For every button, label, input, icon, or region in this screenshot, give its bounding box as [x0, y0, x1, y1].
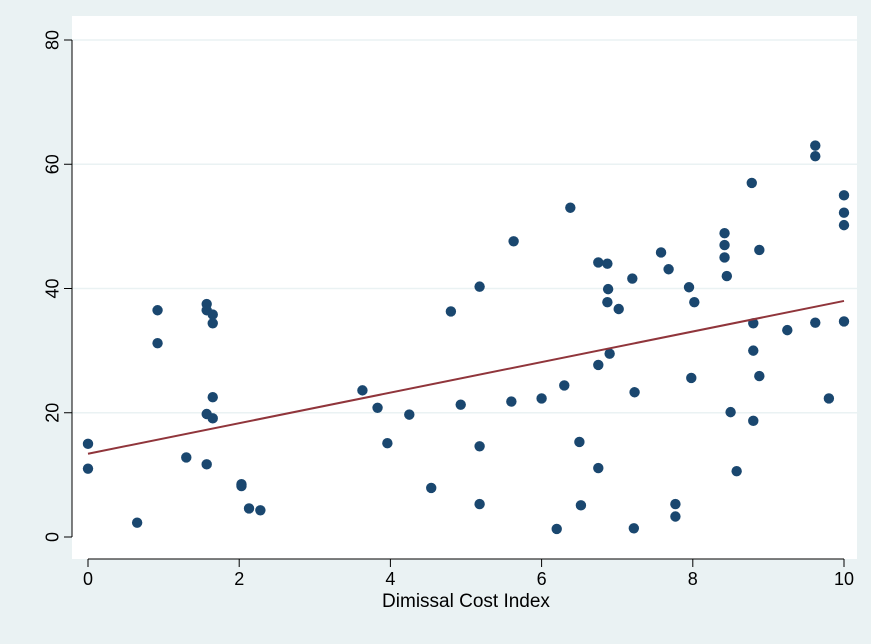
x-tick-label-4: 8 — [688, 569, 698, 589]
x-tick-label-5: 10 — [834, 569, 854, 589]
data-point-21 — [404, 409, 415, 420]
data-point-33 — [565, 202, 576, 213]
x-tick-label-3: 6 — [537, 569, 547, 589]
y-tick-label-1: 20 — [42, 403, 62, 423]
data-point-63 — [748, 415, 759, 427]
data-point-28 — [506, 396, 517, 407]
data-point-71 — [838, 190, 850, 201]
data-point-58 — [725, 406, 736, 418]
data-point-66 — [782, 324, 793, 336]
data-point-29 — [508, 236, 519, 247]
y-ticks: 0 20 40 60 80 — [42, 30, 72, 542]
data-point-17 — [255, 505, 266, 516]
data-point-25 — [474, 281, 485, 292]
data-point-35 — [575, 500, 587, 511]
data-point-13 — [207, 413, 218, 424]
data-point-30 — [536, 393, 547, 404]
data-point-70 — [823, 393, 835, 404]
data-point-18 — [357, 385, 368, 396]
data-point-51 — [683, 282, 695, 293]
data-point-0 — [82, 438, 94, 450]
data-point-44 — [627, 273, 638, 284]
data-point-55 — [719, 239, 730, 251]
data-point-12 — [207, 392, 218, 403]
data-point-62 — [748, 345, 759, 356]
data-point-27 — [474, 498, 485, 510]
data-point-47 — [655, 247, 667, 258]
data-point-60 — [746, 177, 757, 189]
data-point-36 — [593, 257, 604, 268]
y-tick-label-0: 0 — [42, 532, 62, 542]
data-point-53 — [689, 296, 700, 308]
data-point-42 — [604, 348, 615, 359]
data-point-68 — [810, 150, 821, 162]
data-point-59 — [731, 465, 742, 477]
x-tick-label-2: 4 — [385, 569, 395, 589]
y-tick-label-4: 80 — [42, 30, 62, 50]
data-point-23 — [445, 306, 457, 317]
x-axis-label: Dimissal Cost Index — [382, 591, 550, 612]
data-point-54 — [719, 228, 730, 239]
data-point-46 — [629, 387, 640, 398]
data-point-69 — [810, 317, 821, 328]
data-point-49 — [670, 498, 681, 510]
data-point-38 — [593, 462, 604, 474]
data-point-64 — [754, 244, 765, 256]
plot-area — [72, 16, 857, 559]
data-point-22 — [426, 482, 437, 494]
data-point-20 — [382, 437, 393, 449]
data-point-1 — [82, 463, 94, 474]
data-point-34 — [574, 436, 585, 448]
data-point-73 — [838, 219, 850, 231]
data-point-26 — [474, 441, 485, 452]
data-point-56 — [719, 252, 730, 263]
data-point-45 — [628, 523, 640, 534]
data-point-9 — [201, 459, 212, 470]
data-point-40 — [602, 296, 613, 308]
data-point-32 — [559, 380, 570, 391]
data-point-74 — [838, 316, 850, 327]
data-point-41 — [602, 283, 614, 295]
data-point-31 — [551, 523, 562, 535]
data-point-67 — [810, 140, 821, 151]
data-point-15 — [236, 480, 247, 492]
data-point-52 — [686, 372, 697, 384]
x-tick-label-0: 0 — [83, 569, 93, 589]
y-tick-label-3: 60 — [42, 154, 62, 174]
data-point-48 — [663, 264, 674, 275]
data-point-10 — [207, 309, 218, 320]
data-point-39 — [602, 258, 613, 269]
x-ticks: 0 2 4 6 8 10 — [83, 559, 854, 589]
data-point-57 — [721, 270, 733, 282]
data-point-72 — [838, 207, 850, 218]
data-point-19 — [372, 402, 383, 413]
fit-line — [87, 299, 845, 455]
data-point-11 — [207, 318, 218, 329]
data-point-65 — [754, 370, 765, 382]
data-point-37 — [593, 359, 604, 371]
data-point-50 — [670, 511, 681, 522]
data-point-16 — [243, 503, 255, 514]
data-point-4 — [152, 337, 163, 349]
y-tick-label-2: 40 — [42, 278, 62, 298]
data-point-24 — [455, 399, 466, 410]
data-point-2 — [131, 517, 143, 528]
data-point-43 — [613, 303, 624, 315]
data-point-5 — [181, 452, 192, 463]
data-point-3 — [152, 305, 163, 316]
x-tick-label-1: 2 — [234, 569, 244, 589]
